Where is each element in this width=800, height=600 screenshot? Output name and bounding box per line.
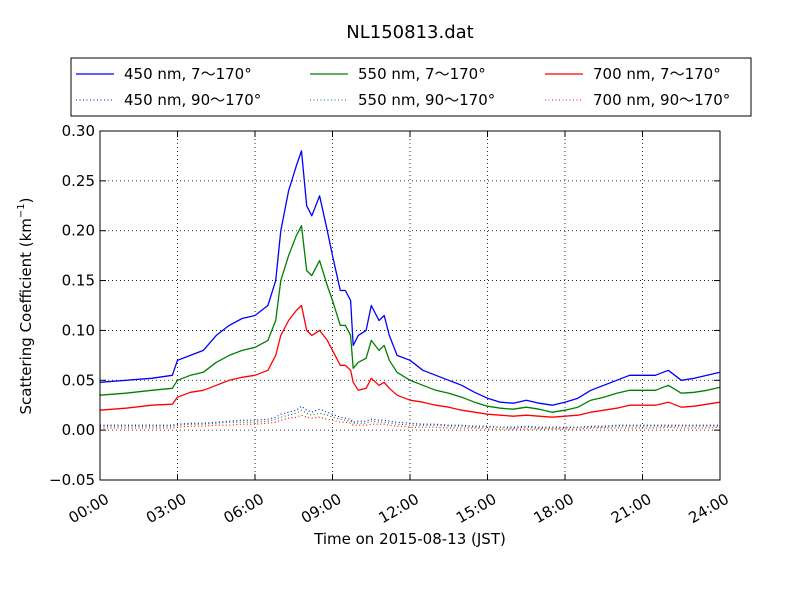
y-axis-label-exponent: −1: [16, 203, 27, 218]
y-tick-label: 0.00: [62, 421, 95, 439]
y-tick-label: 0.25: [62, 172, 95, 190]
series-layer: [99, 150, 721, 430]
y-axis-label-main: Scattering Coefficient (km: [17, 218, 35, 414]
legend-label: 450 nm, 90～170°: [124, 91, 261, 109]
y-axis-label: Scattering Coefficient (km−1): [16, 197, 35, 414]
y-tick-labels: −0.05 0.00 0.05 0.10 0.15 0.20 0.25 0.30: [49, 122, 95, 489]
y-axis-label-close: ): [17, 197, 35, 203]
series-line: [100, 405, 720, 428]
x-axis-label: Time on 2015-08-13 (JST): [313, 530, 506, 548]
y-tick-label: 0.10: [62, 321, 95, 339]
series-line: [100, 414, 721, 430]
ticks: [99, 130, 721, 481]
legend-label: 450 nm, 7～170°: [124, 65, 252, 83]
y-tick-label: 0.05: [62, 371, 95, 389]
series-line: [99, 304, 721, 418]
chart-title: NL150813.dat: [346, 22, 473, 43]
legend-label: 550 nm, 7～170°: [358, 65, 486, 83]
y-tick-label: 0.15: [62, 272, 95, 290]
legend-label: 550 nm, 90～170°: [358, 91, 495, 109]
y-tick-label: 0.20: [62, 222, 95, 240]
legend-box: [70, 57, 752, 117]
legend-label: 700 nm, 7～170°: [593, 65, 721, 83]
y-tick-label: 0.30: [62, 122, 95, 140]
legend-label: 700 nm, 90～170°: [593, 91, 730, 109]
legend: 450 nm, 7～170° 550 nm, 7～170° 700 nm, 7～17…: [70, 57, 752, 117]
y-tick-label: −0.05: [49, 471, 95, 489]
series-line: [99, 150, 721, 406]
series-line: [99, 225, 721, 413]
series-line: [100, 409, 720, 429]
